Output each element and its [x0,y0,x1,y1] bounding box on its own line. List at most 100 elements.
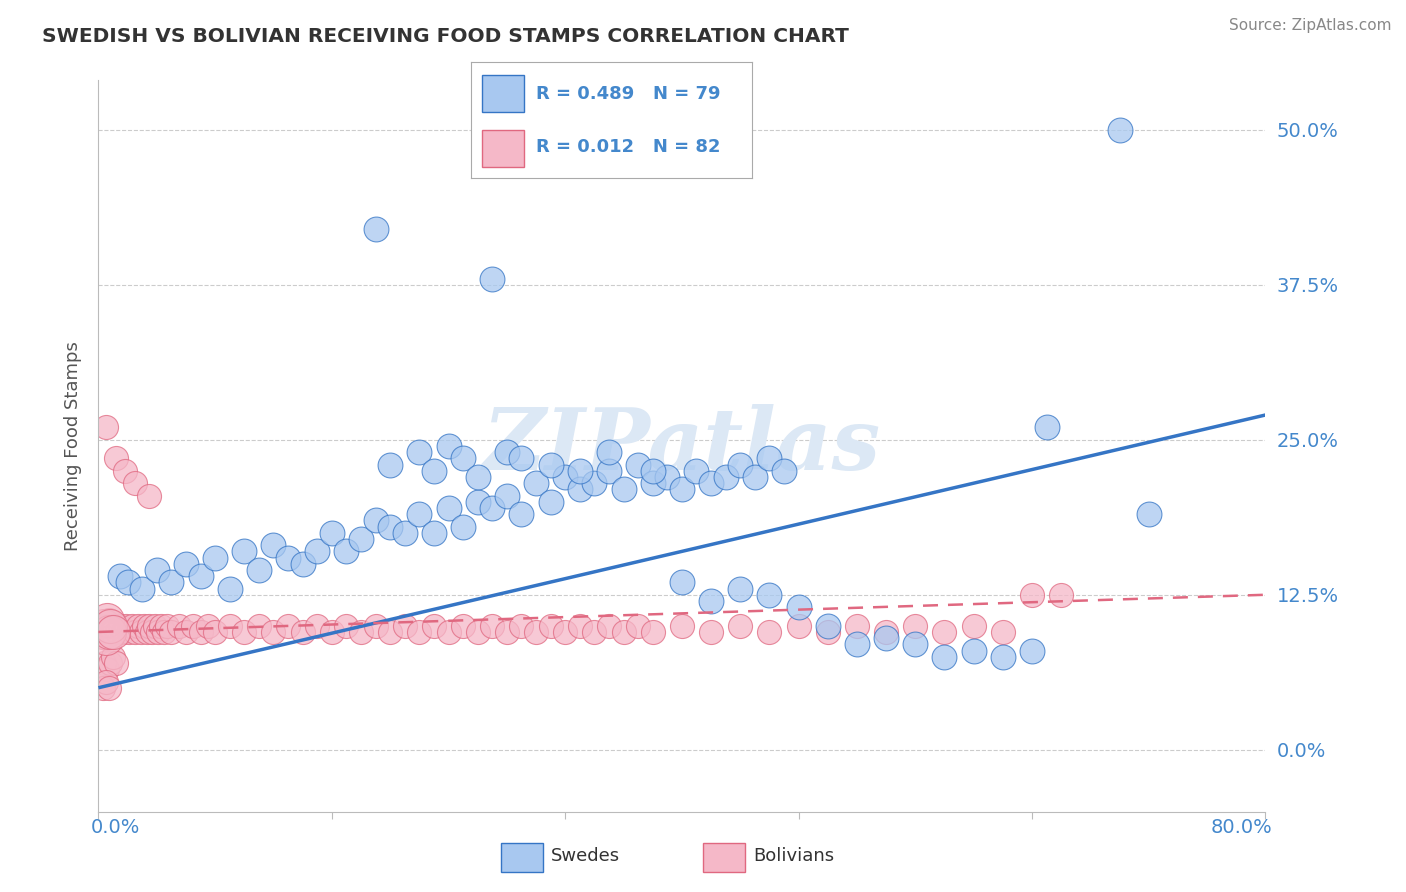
Point [218,582,240,596]
Point [335,619,357,633]
Point [132,619,155,633]
Point [364,619,387,633]
Point [96,613,118,627]
Point [787,600,810,615]
Y-axis label: Receiving Food Stamps: Receiving Food Stamps [63,341,82,551]
Point [641,476,664,491]
Point [124,476,146,491]
Point [190,569,212,583]
Point [94,631,117,645]
Point [118,624,141,639]
Point [94,631,117,645]
Point [100,624,122,639]
Point [1021,643,1043,657]
Point [112,624,135,639]
Point [117,575,139,590]
Point [143,619,166,633]
Point [481,619,503,633]
Point [127,619,149,633]
Point [394,619,416,633]
Point [962,643,984,657]
FancyBboxPatch shape [703,843,745,872]
Point [730,619,752,633]
Point [335,544,357,558]
Text: R = 0.012   N = 82: R = 0.012 N = 82 [536,138,720,156]
Point [613,483,636,497]
Point [263,538,285,552]
Point [934,624,956,639]
Point [437,624,460,639]
Point [423,525,446,540]
Text: R = 0.489   N = 79: R = 0.489 N = 79 [536,85,720,103]
Text: Bolivians: Bolivians [754,847,835,865]
Point [408,624,430,639]
Point [496,624,519,639]
Point [875,631,897,645]
Point [233,624,256,639]
Point [321,624,343,639]
Point [291,557,314,571]
Point [138,489,160,503]
Point [291,624,314,639]
Point [174,624,197,639]
Point [568,483,591,497]
Point [380,458,402,472]
Point [1137,507,1160,521]
Point [846,637,869,651]
Point [598,445,620,459]
Point [730,458,752,472]
Point [204,550,226,565]
Point [129,624,152,639]
Point [93,619,115,633]
Point [124,624,146,639]
Point [153,624,176,639]
Point [714,470,737,484]
Point [148,624,170,639]
Point [583,624,606,639]
FancyBboxPatch shape [482,75,524,112]
Point [93,656,115,670]
Point [467,470,489,484]
Point [700,624,723,639]
Point [510,619,533,633]
Point [817,624,839,639]
Point [181,619,204,633]
Point [160,575,183,590]
Point [408,445,430,459]
Point [991,649,1014,664]
Point [156,619,179,633]
Point [524,476,547,491]
Text: 80.0%: 80.0% [1211,818,1272,837]
Point [627,458,650,472]
Point [277,619,299,633]
Point [131,582,153,596]
Point [817,619,839,633]
Point [700,476,723,491]
Point [758,451,780,466]
Point [904,637,927,651]
FancyBboxPatch shape [501,843,543,872]
Point [423,619,446,633]
Text: Source: ZipAtlas.com: Source: ZipAtlas.com [1229,18,1392,33]
Point [627,619,650,633]
Point [138,619,160,633]
Text: ZIPatlas: ZIPatlas [482,404,882,488]
Point [962,619,984,633]
Point [190,624,212,639]
Point [104,451,127,466]
Point [247,563,270,577]
Text: Swedes: Swedes [551,847,620,865]
Point [110,619,132,633]
Point [671,575,693,590]
Point [263,624,285,639]
Point [110,569,132,583]
Point [744,470,766,484]
Point [685,464,707,478]
Point [700,594,723,608]
Point [540,458,562,472]
Point [524,624,547,639]
Point [103,619,125,633]
Point [364,222,387,236]
Point [657,470,679,484]
Text: SWEDISH VS BOLIVIAN RECEIVING FOOD STAMPS CORRELATION CHART: SWEDISH VS BOLIVIAN RECEIVING FOOD STAMP… [42,27,849,45]
